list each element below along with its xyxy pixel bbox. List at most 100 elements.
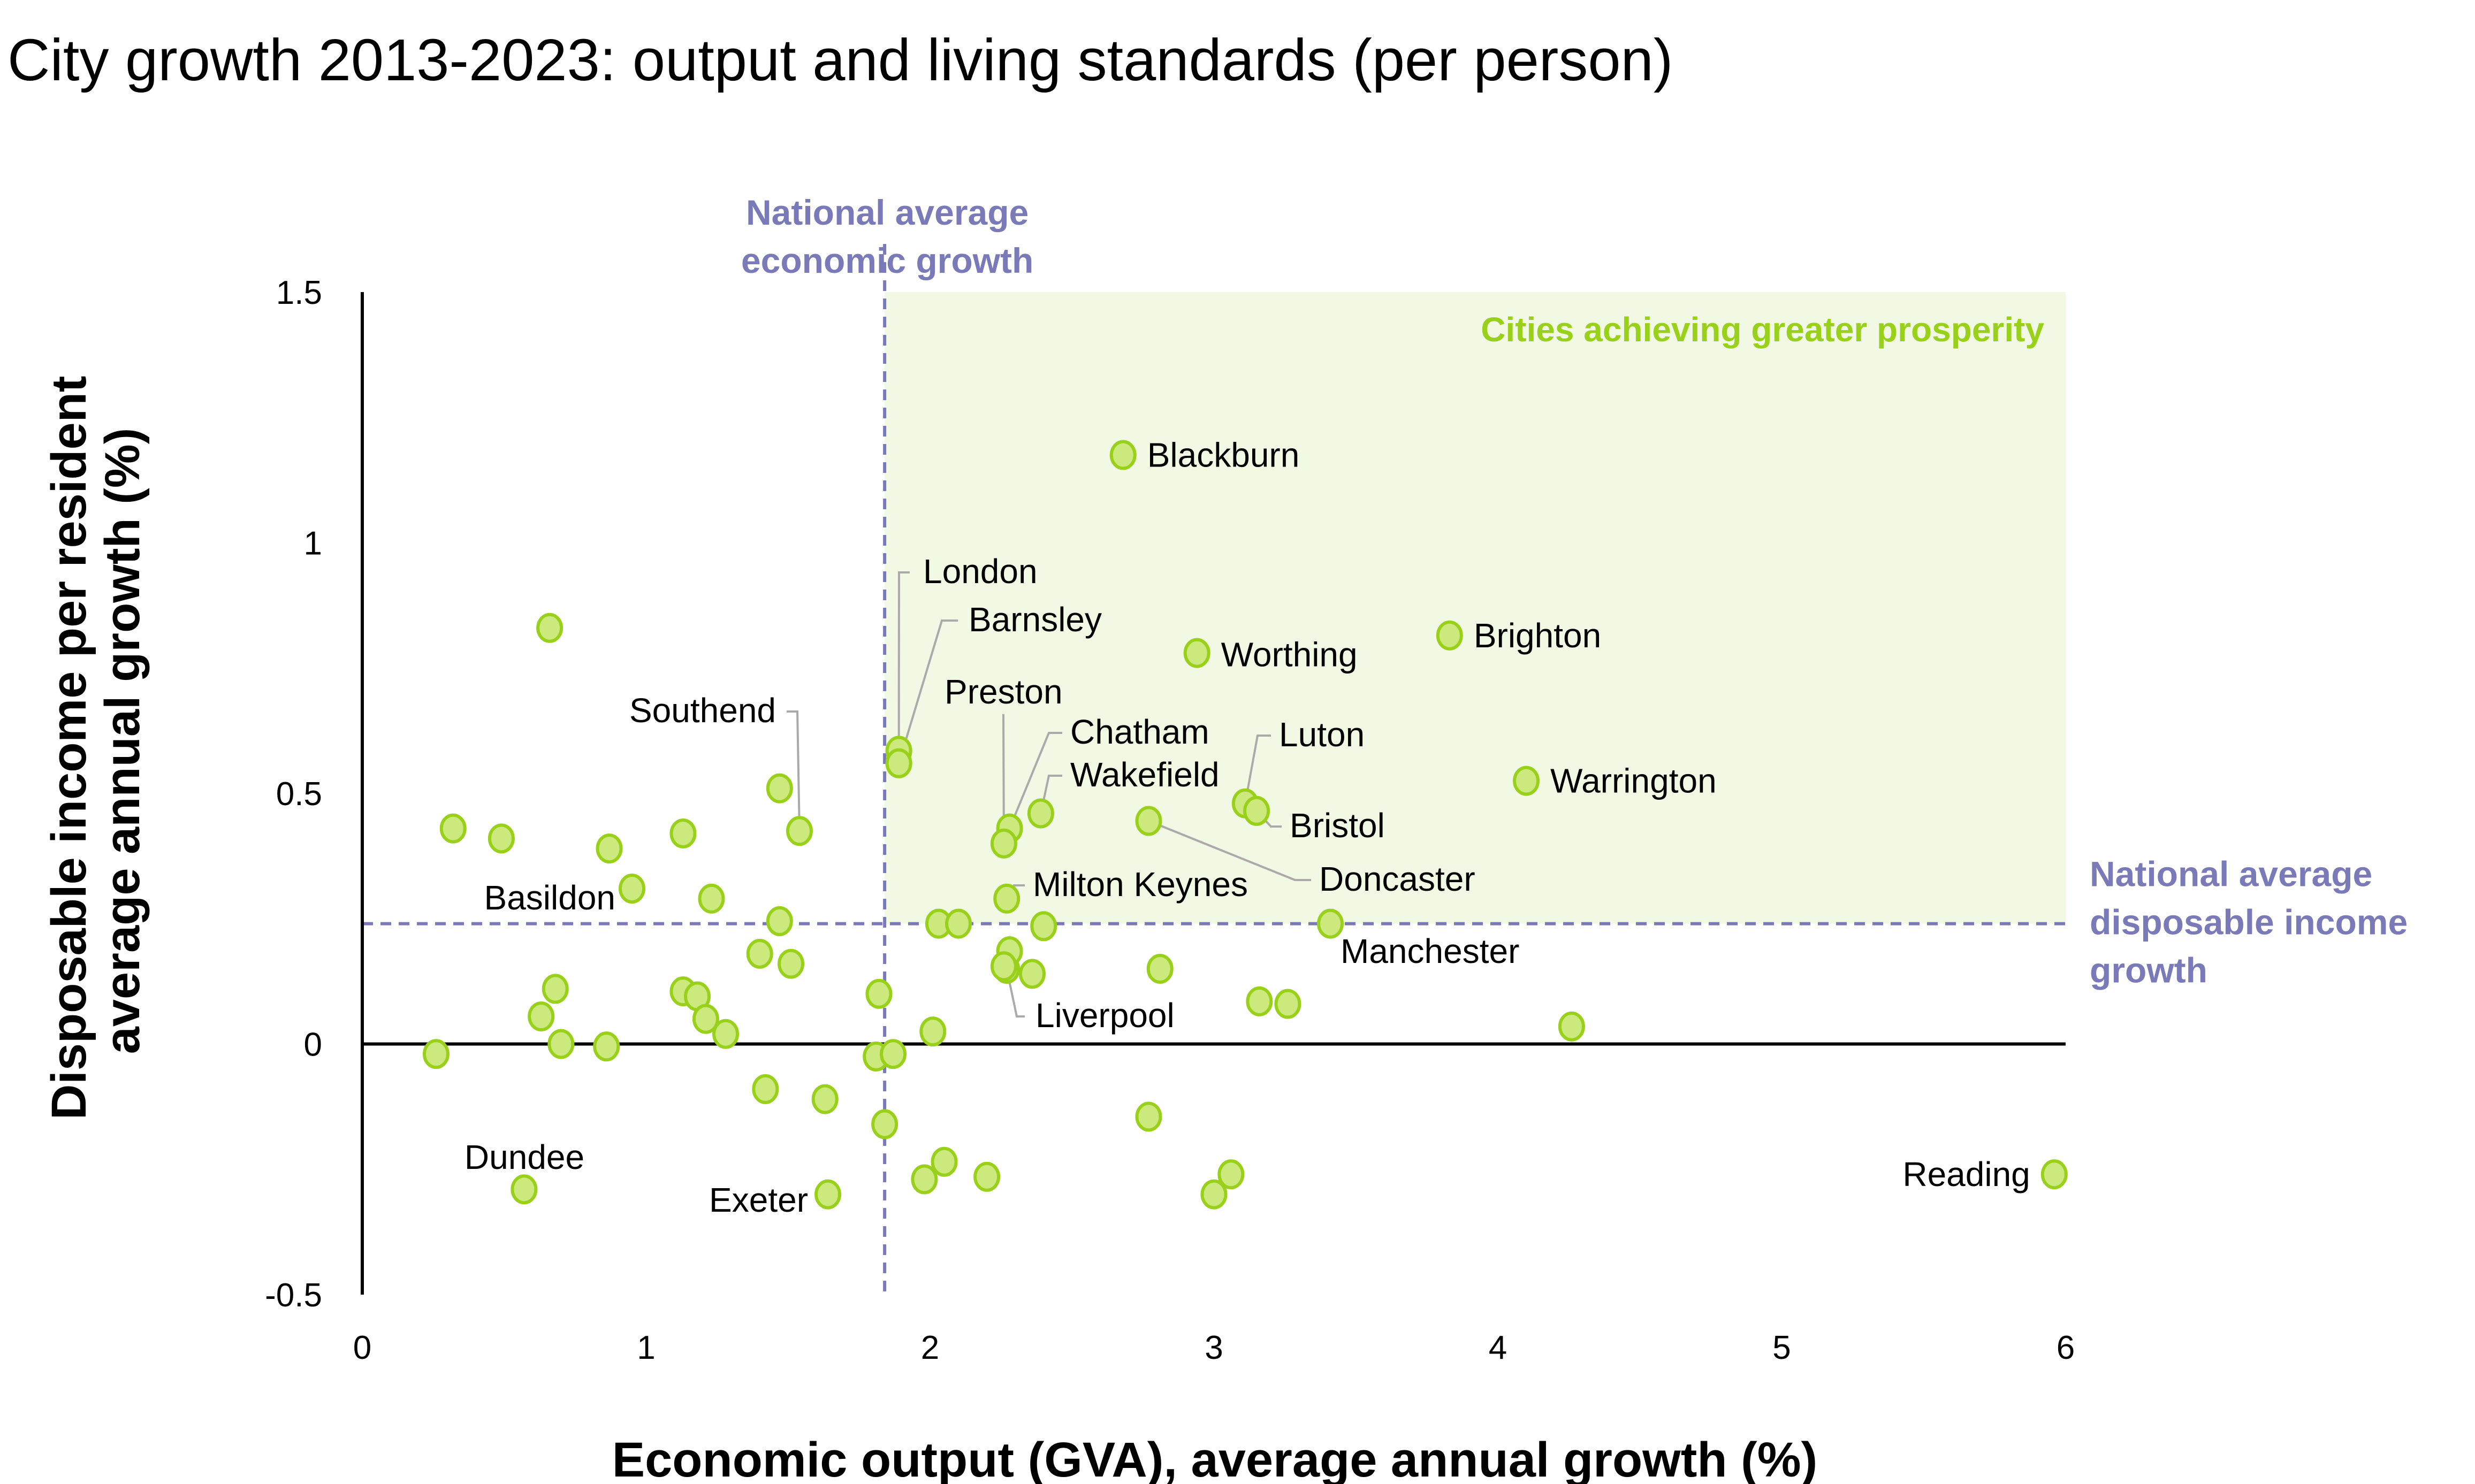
- point-doncaster: [1135, 806, 1162, 836]
- y-tick-label: 0.5: [276, 776, 322, 813]
- data-point: [778, 948, 805, 979]
- vertical-reference-label-line: economic growth: [741, 241, 1033, 280]
- data-point: [698, 883, 725, 914]
- data-point: [973, 1161, 1001, 1192]
- y-tick-label: 0: [304, 1027, 322, 1064]
- city-label-doncaster: Doncaster: [1319, 860, 1475, 898]
- tick-labels: 0 1 2 3 4 5 6 1.5 1 0.5 0 -0.5: [265, 274, 2075, 1366]
- point-wakefield: [1027, 798, 1054, 829]
- data-point: [1018, 959, 1046, 989]
- city-label-bristol: Bristol: [1290, 806, 1385, 845]
- data-point: [1558, 1011, 1585, 1042]
- axes: [361, 292, 2066, 1295]
- city-label-basildon: Basildon: [484, 878, 616, 917]
- x-tick-label: 1: [637, 1329, 655, 1366]
- y-axis-title: Disposable income per resident average a…: [42, 362, 150, 1120]
- city-label-brighton: Brighton: [1474, 616, 1601, 655]
- city-label-blackburn: Blackburn: [1147, 436, 1300, 475]
- city-label-chatham: Chatham: [1070, 713, 1209, 751]
- leader-line: [1244, 735, 1271, 804]
- data-point: [766, 906, 793, 936]
- point-milton-keynes: [993, 883, 1021, 914]
- x-axis-title: Economic output (GVA), average annual gr…: [612, 1433, 1817, 1484]
- x-tick-label: 5: [1772, 1329, 1791, 1366]
- city-label-wakefield: Wakefield: [1070, 755, 1220, 794]
- data-point: [1030, 911, 1057, 942]
- x-tick-label: 4: [1489, 1329, 1507, 1366]
- data-point: [880, 1039, 907, 1069]
- data-point: [919, 1016, 947, 1047]
- data-point: [1200, 1179, 1228, 1210]
- data-point: [865, 978, 893, 1009]
- data-point: [422, 1039, 450, 1069]
- leader-line: [1148, 820, 1311, 881]
- leader-line: [1008, 732, 1062, 829]
- data-point: [746, 938, 773, 969]
- data-point: [596, 833, 623, 864]
- x-tick-label: 2: [921, 1329, 939, 1366]
- leader-line: [1006, 968, 1025, 1018]
- data-point: [593, 1031, 620, 1062]
- point-worthing: [1183, 638, 1210, 668]
- y-tick-label: 1.5: [276, 274, 322, 311]
- data-point: [911, 1164, 938, 1195]
- point-southend: [786, 816, 813, 846]
- leader-line: [897, 571, 910, 751]
- point-basildon: [618, 874, 645, 904]
- y-axis-title-line-1: Disposable income per resident: [42, 376, 96, 1120]
- city-label-liverpool: Liverpool: [1035, 996, 1175, 1035]
- vertical-reference-label-line: National average: [746, 193, 1029, 232]
- city-label-barnsley: Barnsley: [969, 600, 1102, 639]
- data-point: [1246, 986, 1273, 1016]
- data-points: [422, 440, 2068, 1210]
- data-point: [536, 613, 563, 643]
- data-point: [945, 908, 972, 939]
- horizontal-reference-label-line: disposable income: [2090, 902, 2408, 942]
- city-label-dundee: Dundee: [464, 1138, 584, 1176]
- leader-line: [897, 619, 958, 764]
- data-point: [669, 818, 697, 848]
- point-blackburn: [1109, 440, 1137, 470]
- y-tick-label: 1: [304, 525, 322, 562]
- data-point: [542, 974, 569, 1004]
- city-label-southend: Southend: [629, 691, 776, 730]
- city-label-london: London: [923, 552, 1038, 591]
- point-preston: [990, 828, 1017, 859]
- data-point: [712, 1019, 740, 1049]
- horizontal-reference-label-line: growth: [2090, 951, 2207, 990]
- city-labels: Blackburn London Barnsley Worthing Brighton W…: [464, 436, 2030, 1219]
- city-label-worthing: Worthing: [1221, 636, 1358, 674]
- horizontal-reference-label-line: National average: [2090, 854, 2372, 894]
- data-point: [1217, 1159, 1245, 1190]
- point-bristol: [1243, 795, 1270, 826]
- city-label-luton: Luton: [1279, 715, 1365, 754]
- data-point: [811, 1084, 839, 1114]
- x-tick-label: 6: [2057, 1329, 2075, 1366]
- data-point: [528, 1001, 555, 1031]
- prosperity-region: [885, 292, 2066, 924]
- data-point: [692, 1004, 719, 1034]
- city-label-milton-keynes: Milton Keynes: [1033, 865, 1248, 904]
- x-tick-label: 0: [353, 1329, 371, 1366]
- data-point: [931, 1146, 958, 1177]
- point-reading: [2040, 1159, 2068, 1190]
- leader-line: [787, 710, 801, 831]
- point-warrington: [1513, 766, 1540, 796]
- data-point: [752, 1074, 779, 1104]
- y-tick-label: -0.5: [265, 1277, 322, 1314]
- data-point: [990, 951, 1017, 982]
- point-brighton: [1436, 620, 1463, 651]
- city-label-exeter: Exeter: [709, 1181, 808, 1219]
- data-point: [766, 773, 793, 804]
- point-exeter: [814, 1179, 842, 1210]
- data-point: [1274, 989, 1301, 1019]
- city-label-warrington: Warrington: [1550, 762, 1717, 800]
- prosperity-region-label: Cities achieving greater prosperity: [1481, 310, 2044, 349]
- data-point: [871, 1109, 898, 1139]
- city-label-reading: Reading: [1902, 1155, 2030, 1194]
- data-point: [547, 1029, 575, 1059]
- data-point: [439, 813, 467, 844]
- point-dundee: [511, 1174, 538, 1205]
- data-point: [1135, 1101, 1162, 1132]
